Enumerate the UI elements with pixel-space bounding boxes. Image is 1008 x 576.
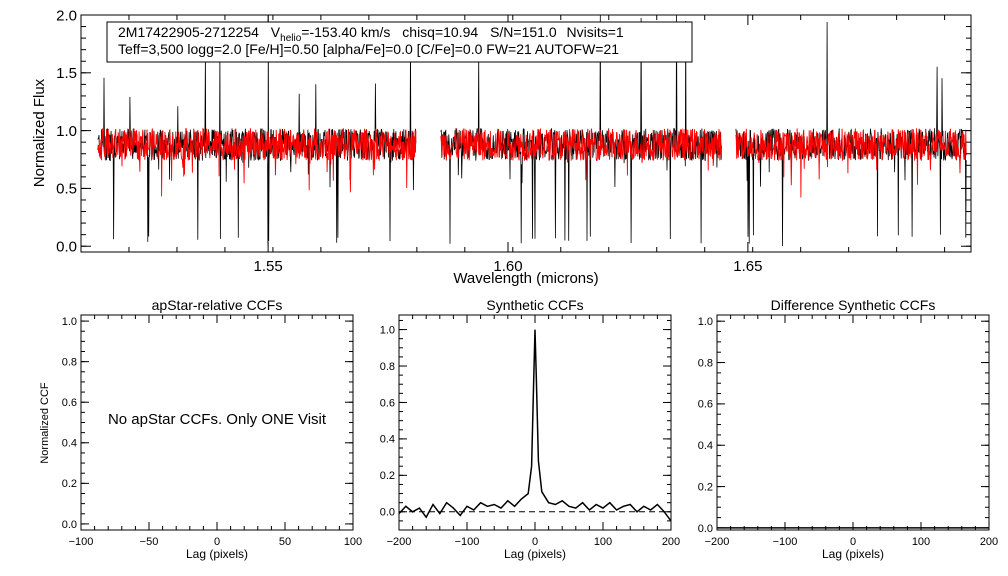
synthetic-ccf-x-axis-label: Lag (pixels) (504, 547, 566, 561)
spectrum-panel: 1.55 1.60 1.65 0.0 0.5 1.0 1.5 2.0 2M17422905-2… (31, 7, 972, 287)
spectrum-model-line (97, 127, 967, 198)
spectrum-xtick-label: 1.65 (733, 258, 762, 275)
apstar-ccf-ytick-label: 1.0 (62, 316, 77, 328)
header-line-2: Teff=3,500 logg=2.0 [Fe/H]=0.50 [alpha/F… (118, 41, 619, 57)
difference-ccf-xtick-label: −200 (705, 536, 730, 548)
apstar-ccf-xtick-label: 50 (279, 536, 291, 548)
synthetic-ccf-xtick-label: −100 (455, 536, 480, 548)
spectrum-xtick-label: 1.60 (493, 258, 522, 275)
difference-ccf-ticks: −200 −100 0 100 200 0.0 0.2 0.4 0.6 0.8 1.0 (698, 315, 998, 548)
difference-ccf-panel: −200 −100 0 100 200 0.0 0.2 0.4 0.6 0.8 1.0 Differ… (698, 297, 998, 561)
header-sn: S/N=151.0 (490, 24, 557, 40)
synthetic-ccf-ytick-label: 0.8 (380, 361, 395, 373)
synthetic-ccf-xtick-label: 200 (662, 536, 680, 548)
apstar-ccf-title: apStar-relative CCFs (152, 297, 283, 313)
apstar-ccf-ytick-label: 0.4 (62, 438, 77, 450)
apstar-ccf-panel: −100 −50 0 50 100 0.0 0.2 0.4 0.6 0.8 1.0 apStar-r… (39, 297, 362, 561)
apstar-ccf-xtick-label: −50 (140, 536, 159, 548)
difference-ccf-ytick-label: 0.6 (698, 399, 713, 411)
synthetic-ccf-xtick-label: 100 (594, 536, 612, 548)
spectrum-ytick-label: 0.0 (56, 238, 77, 255)
spectrum-xtick-label: 1.55 (254, 258, 283, 275)
difference-ccf-xtick-label: 0 (850, 536, 856, 548)
model-flux-segment (440, 128, 722, 181)
apstar-ccf-y-axis-label: Normalized CCF (39, 382, 51, 464)
spectrum-ytick-label: 1.5 (56, 65, 77, 82)
spectrum-ytick-label: 0.5 (56, 181, 77, 198)
difference-ccf-ytick-label: 0.4 (698, 440, 713, 452)
apstar-ccf-x-axis-label: Lag (pixels) (186, 547, 248, 561)
apstar-ccf-ytick-label: 0.8 (62, 357, 77, 369)
difference-ccf-ytick-label: 1.0 (698, 316, 713, 328)
spectrum-ytick-label: 1.0 (56, 123, 77, 140)
apstar-ccf-ytick-label: 0.2 (62, 478, 77, 490)
synthetic-ccf-ytick-label: 0.2 (380, 470, 395, 482)
difference-ccf-x-axis-label: Lag (pixels) (822, 547, 884, 561)
header-vhelio-label: V (271, 24, 281, 40)
synthetic-ccf-xtick-label: 0 (532, 536, 538, 548)
difference-ccf-ytick-label: 0.0 (698, 523, 713, 535)
apstar-ccf-ytick-label: 0.0 (62, 519, 77, 531)
synthetic-ccf-ytick-label: 0.0 (380, 507, 395, 519)
apstar-ccf-xtick-label: 100 (344, 536, 362, 548)
model-flux-segment (97, 127, 417, 197)
apstar-ccf-xtick-label: 0 (214, 536, 220, 548)
header-star-id: 2M17422905-2712254 (118, 24, 259, 40)
difference-ccf-xtick-label: 200 (980, 536, 998, 548)
synthetic-ccf-title: Synthetic CCFs (486, 297, 583, 313)
header-chisq: chisq=10.94 (402, 24, 478, 40)
apstar-ccf-ticks: −100 −50 0 50 100 0.0 0.2 0.4 0.6 0.8 1.0 (62, 315, 362, 548)
header-vhelio-subscript: helio (280, 33, 302, 44)
synthetic-ccf-xtick-label: −200 (387, 536, 412, 548)
spectrum-plot-frame (80, 14, 972, 253)
difference-ccf-title: Difference Synthetic CCFs (771, 297, 936, 313)
header-vhelio-value: =-153.40 km/s (301, 24, 390, 40)
spectrum-y-axis-label: Normalized Flux (31, 78, 48, 187)
spectrum-header-box (106, 21, 693, 63)
difference-ccf-xtick-label: 100 (912, 536, 930, 548)
apstar-ccf-xtick-label: −100 (69, 536, 94, 548)
apstar-ccf-annotation: No apStar CCFs. Only ONE Visit (108, 411, 327, 428)
difference-ccf-ytick-label: 0.8 (698, 357, 713, 369)
synthetic-ccf-panel: −200 −100 0 100 200 0.0 0.2 0.4 0.6 0.8 1.0 Synthe… (380, 297, 680, 561)
apstar-ccf-ytick-label: 0.6 (62, 397, 77, 409)
difference-ccf-ytick-label: 0.2 (698, 481, 713, 493)
difference-ccf-frame (716, 314, 990, 531)
spectrum-x-axis-label: Wavelength (microns) (453, 270, 598, 287)
synthetic-ccf-ytick-label: 0.4 (380, 434, 395, 446)
synthetic-ccf-ytick-label: 1.0 (380, 324, 395, 336)
spectrum-ticks: 1.55 1.60 1.65 0.0 0.5 1.0 1.5 2.0 (56, 7, 971, 275)
synthetic-ccf-ticks: −200 −100 0 100 200 0.0 0.2 0.4 0.6 0.8 1.0 (380, 315, 680, 548)
difference-ccf-xtick-label: −100 (773, 536, 798, 548)
spectrum-ytick-label: 2.0 (56, 7, 77, 24)
synthetic-ccf-ytick-label: 0.6 (380, 397, 395, 409)
header-nvisits: Nvisits=1 (567, 24, 624, 40)
header-line-1: 2M17422905-2712254 Vhelio=-153.40 km/s c… (118, 24, 624, 44)
synthetic-ccf-curve (398, 329, 672, 522)
model-flux-segment (735, 128, 967, 198)
synthetic-ccf-line (398, 329, 672, 522)
